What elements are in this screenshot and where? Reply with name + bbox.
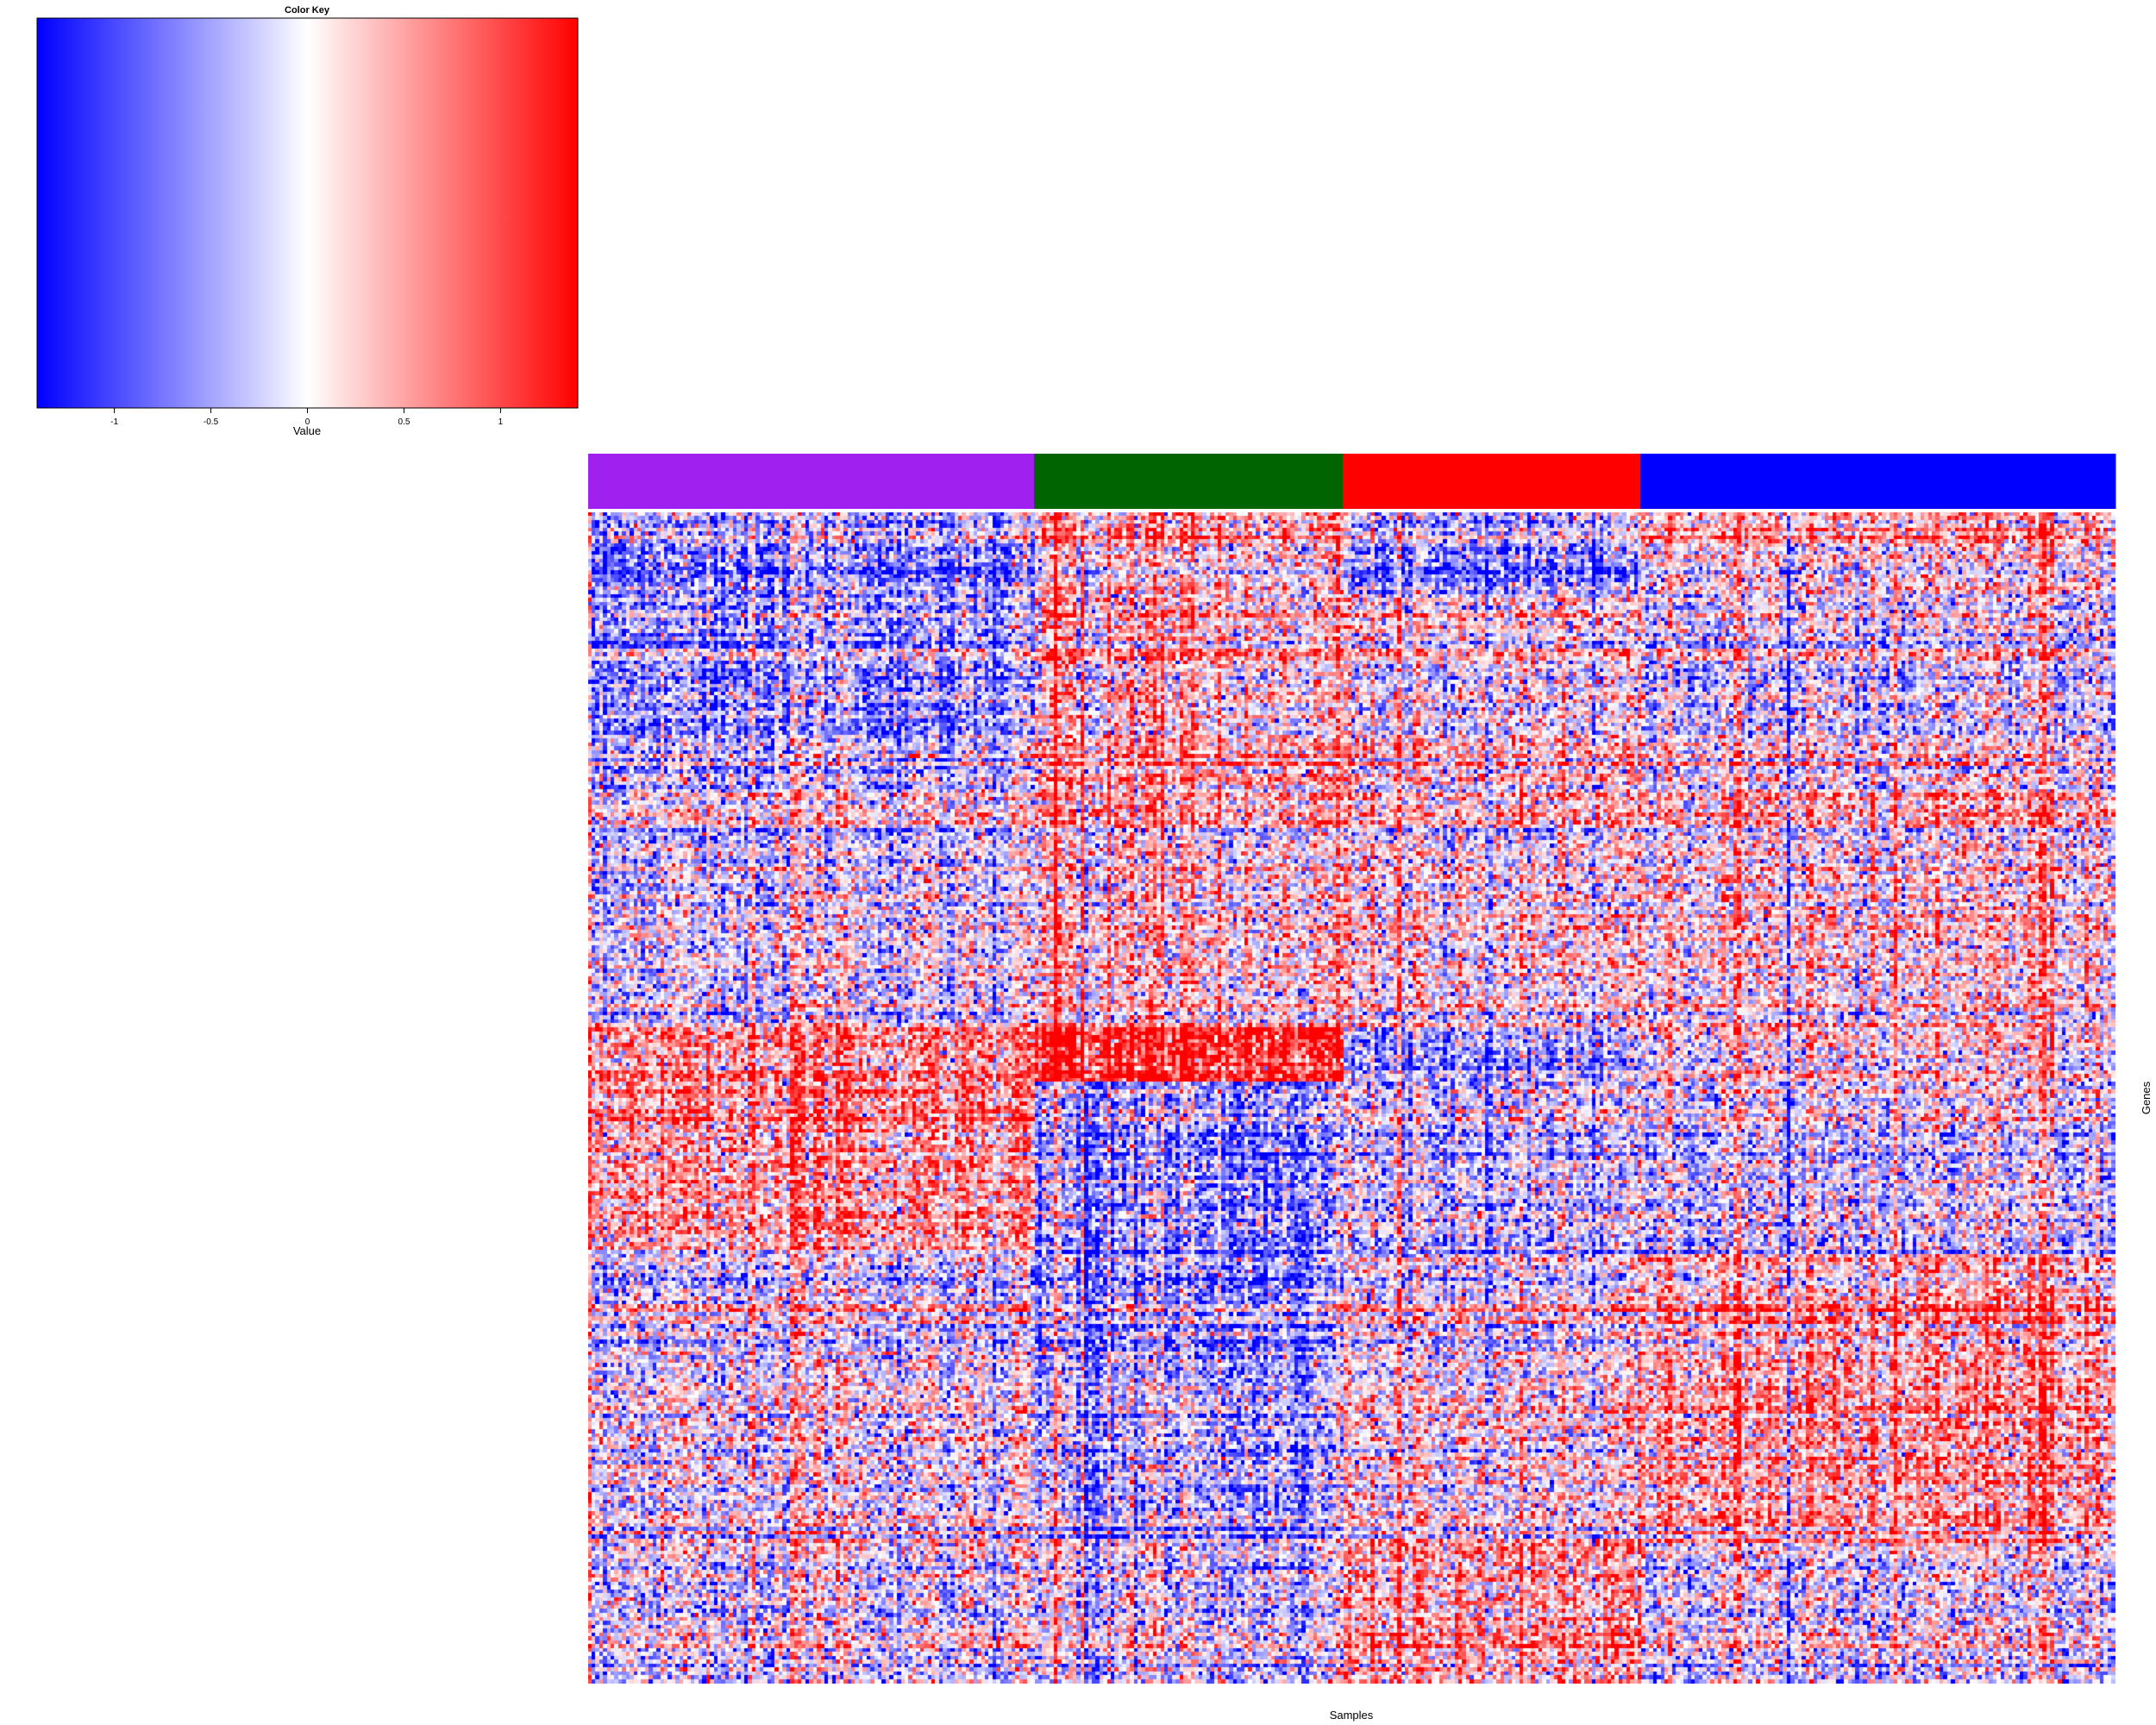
column-group-color	[588, 454, 1035, 509]
color-key-tick-label: 0	[305, 417, 310, 427]
color-key: Color Key -1 -0.5 0 0.5 1 Value	[36, 5, 579, 437]
color-key-xlabel: Value	[293, 424, 321, 437]
color-key-tick-label: 1	[498, 417, 504, 427]
color-key-title: Color Key	[285, 5, 330, 16]
column-group-color	[1342, 454, 1641, 509]
color-key-ticks: -1 -0.5 0 0.5 1	[110, 408, 504, 427]
y-axis-label: Genes	[2140, 1081, 2153, 1114]
color-key-tick-label: -0.5	[204, 417, 219, 427]
column-side-color-bar	[588, 454, 2116, 509]
color-key-tick-label: 0.5	[398, 417, 411, 427]
heatmap-cells	[588, 512, 2115, 1684]
column-group-color	[1640, 454, 2116, 509]
color-key-tick-label: -1	[110, 417, 118, 427]
column-group-color	[1034, 454, 1344, 509]
heatmap-body	[588, 512, 2115, 1684]
x-axis-label: Samples	[1330, 1709, 1374, 1722]
color-key-gradient	[36, 17, 579, 409]
